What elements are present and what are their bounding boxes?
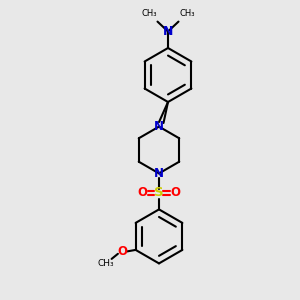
Text: N: N: [154, 120, 164, 133]
Text: O: O: [170, 186, 181, 200]
Text: CH₃: CH₃: [141, 9, 157, 18]
Text: O: O: [137, 186, 148, 200]
Text: CH₃: CH₃: [179, 9, 195, 18]
Text: S: S: [154, 186, 164, 200]
Text: N: N: [163, 25, 173, 38]
Text: N: N: [154, 167, 164, 180]
Text: O: O: [117, 245, 127, 258]
Text: CH₃: CH₃: [97, 259, 114, 268]
